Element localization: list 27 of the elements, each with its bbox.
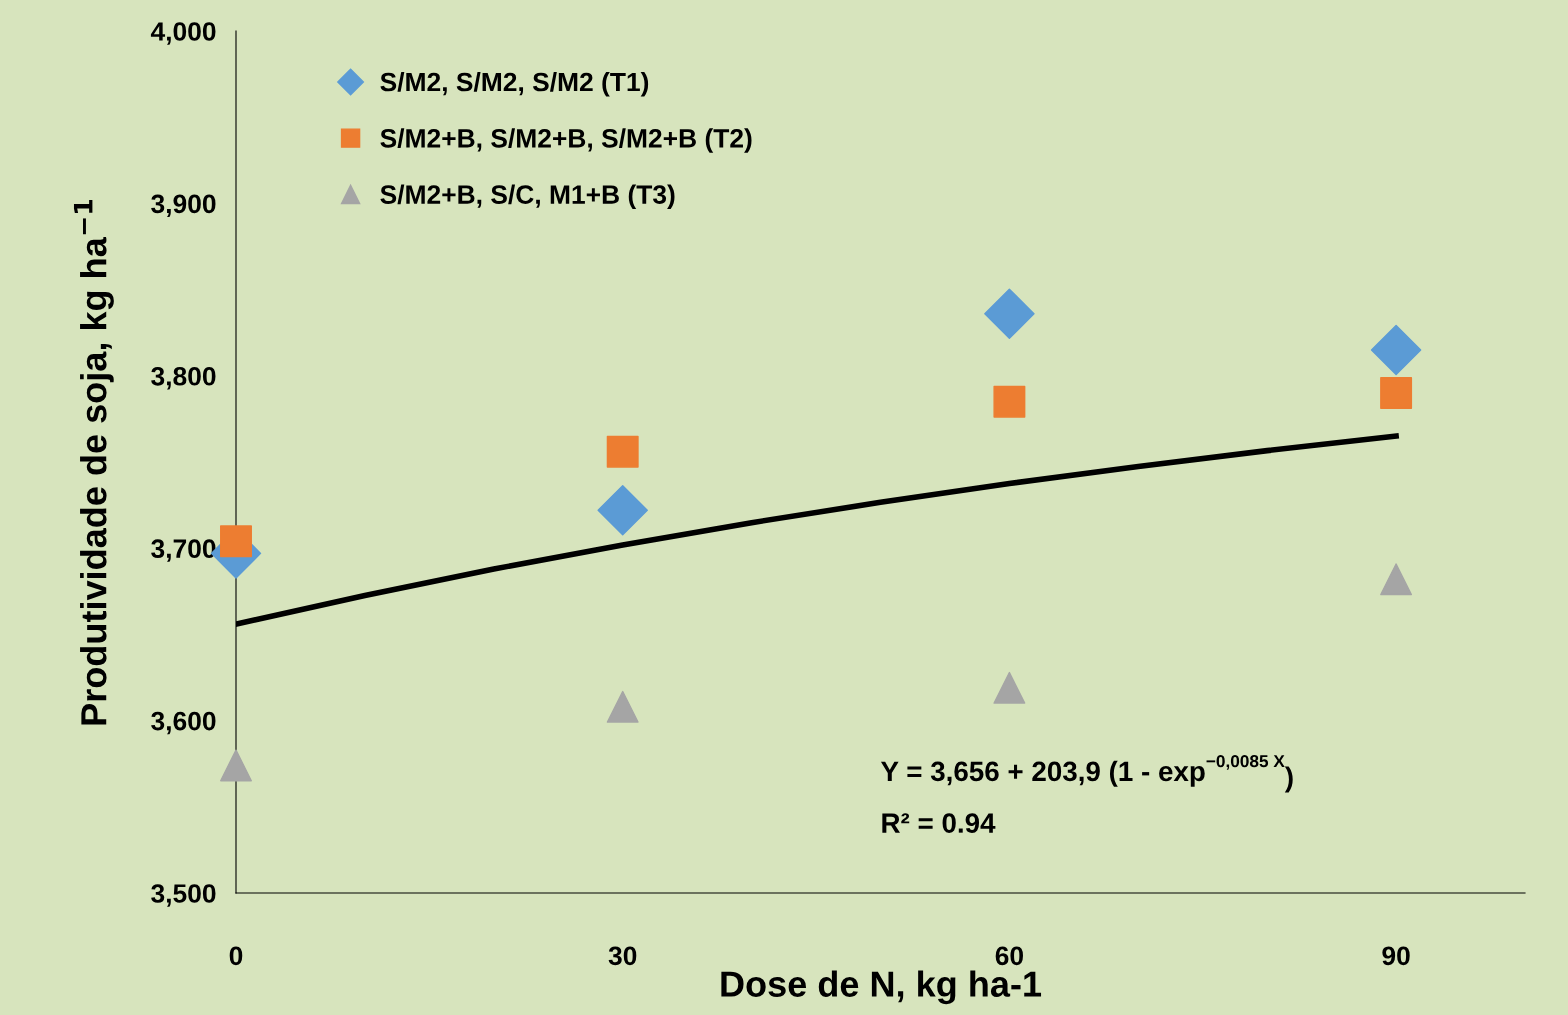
legend-label: S/M2, S/M2, S/M2 (T1) xyxy=(380,71,649,97)
legend-label: S/M2+B, S/M2+B, S/M2+B (T2) xyxy=(380,128,752,153)
x-axis-title: Dose de N, kg ha-1 xyxy=(721,970,1042,1005)
annotation: R² = 0.94 xyxy=(882,813,996,833)
point xyxy=(220,749,252,782)
y-tick-label: 3,500 xyxy=(151,884,216,907)
point xyxy=(606,690,639,723)
legend-label: S/M2+B, S/C, M1+B (T3) xyxy=(380,184,675,210)
y-tick-label: 3,800 xyxy=(151,366,216,390)
y-tick-label: 3,900 xyxy=(151,194,216,218)
point xyxy=(1380,377,1413,410)
point xyxy=(220,525,252,558)
point xyxy=(993,671,1026,704)
point xyxy=(1370,324,1422,376)
y-tick-label: 3,700 xyxy=(151,539,216,562)
y-tick-label: 4,000 xyxy=(150,22,216,45)
y-tick-label: 3,600 xyxy=(151,711,216,735)
point xyxy=(597,485,648,536)
point xyxy=(993,385,1026,418)
x-tick-label: 60 xyxy=(995,946,1023,966)
x-tick-label: 0 xyxy=(229,946,243,966)
point xyxy=(1380,563,1413,596)
y-axis-title: Produtividade de soja, kg ha$^{−1}$ xyxy=(73,199,114,725)
point xyxy=(606,435,639,468)
x-tick-label: 90 xyxy=(1382,946,1410,966)
x-tick-label: 30 xyxy=(608,946,637,966)
point xyxy=(984,288,1035,339)
